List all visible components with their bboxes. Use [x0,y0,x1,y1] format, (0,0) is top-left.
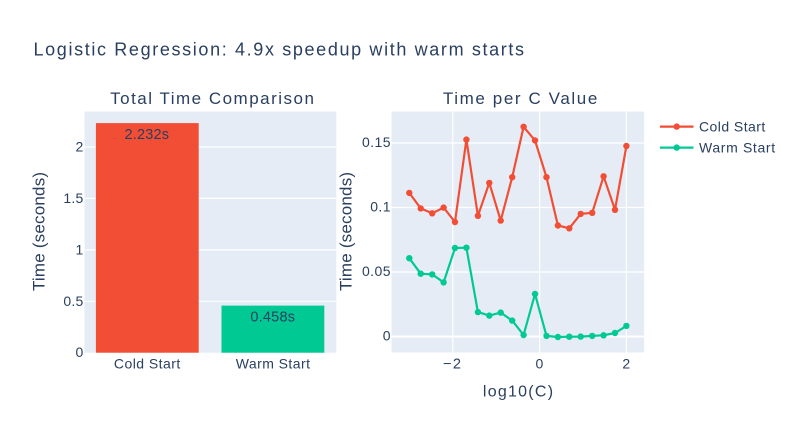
svg-text:Time per C Value: Time per C Value [443,89,599,108]
svg-text:Cold Start: Cold Start [114,356,181,372]
svg-text:Logistic Regression: 4.9x spee: Logistic Regression: 4.9x speedup with w… [34,40,526,60]
svg-text:Warm Start: Warm Start [699,139,776,155]
svg-text:Total Time Comparison: Total Time Comparison [110,89,315,108]
svg-text:log10(C): log10(C) [483,383,554,400]
svg-text:Cold Start: Cold Start [699,118,766,134]
svg-text:2.232s: 2.232s [125,127,170,143]
svg-text:0.15: 0.15 [362,134,391,150]
svg-text:2: 2 [622,356,630,372]
svg-text:−2: −2 [443,357,463,373]
svg-text:0.458s: 0.458s [250,310,295,326]
svg-text:0.5: 0.5 [63,293,83,309]
svg-text:2: 2 [76,139,84,155]
svg-text:0: 0 [535,356,543,372]
svg-text:Warm Start: Warm Start [236,356,311,372]
svg-text:Time (seconds): Time (seconds) [337,172,356,291]
svg-text:0.1: 0.1 [370,199,391,215]
svg-text:0: 0 [76,344,84,360]
svg-text:Time (seconds): Time (seconds) [30,172,49,291]
svg-text:1.5: 1.5 [63,190,83,206]
svg-text:1: 1 [76,241,84,257]
svg-text:0: 0 [383,328,391,344]
svg-text:0.05: 0.05 [362,263,391,279]
